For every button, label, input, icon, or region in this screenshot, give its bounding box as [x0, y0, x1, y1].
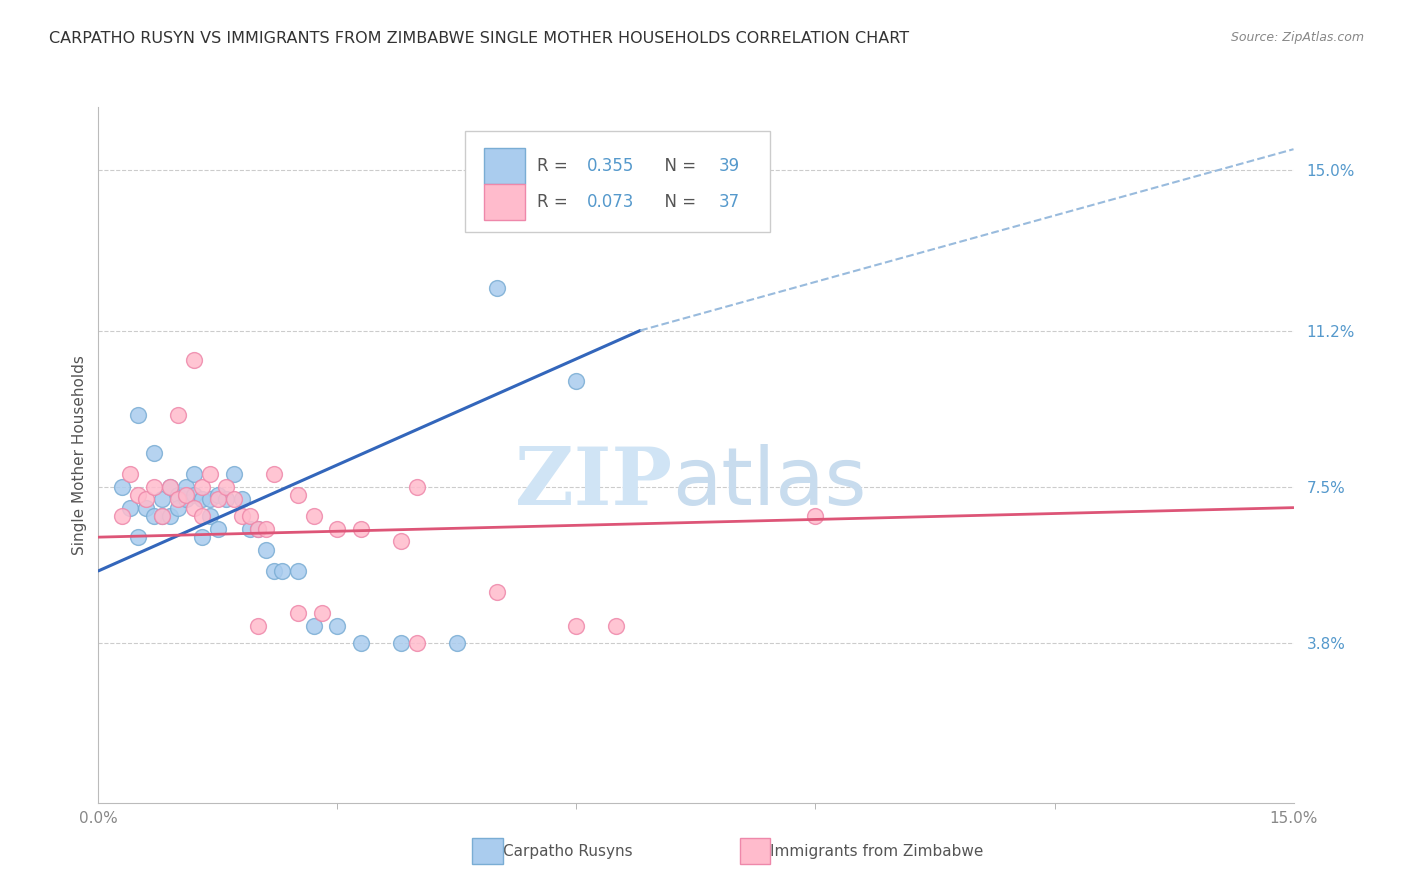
Text: R =: R = [537, 157, 574, 175]
Point [167, 408, 190, 422]
Point [287, 564, 309, 578]
Text: 0.355: 0.355 [588, 157, 634, 175]
Point [287, 488, 309, 502]
Point [120, 500, 142, 515]
Point [183, 488, 205, 502]
Point [302, 618, 325, 632]
Point [270, 564, 292, 578]
Point [111, 509, 134, 524]
FancyBboxPatch shape [485, 148, 524, 185]
Point [231, 509, 253, 524]
Point [565, 618, 588, 632]
Text: 0.073: 0.073 [588, 194, 634, 211]
Point [143, 509, 166, 524]
Point [215, 479, 238, 493]
Point [311, 606, 333, 620]
Text: Carpatho Rusyns: Carpatho Rusyns [503, 845, 633, 859]
Text: N =: N = [654, 157, 702, 175]
Point [191, 492, 214, 507]
Point [350, 522, 373, 536]
Point [143, 479, 166, 493]
FancyBboxPatch shape [465, 131, 770, 232]
Text: Immigrants from Zimbabwe: Immigrants from Zimbabwe [770, 845, 984, 859]
Point [150, 509, 173, 524]
Point [174, 488, 197, 502]
Text: CARPATHO RUSYN VS IMMIGRANTS FROM ZIMBABWE SINGLE MOTHER HOUSEHOLDS CORRELATION : CARPATHO RUSYN VS IMMIGRANTS FROM ZIMBAB… [49, 31, 910, 46]
Text: 39: 39 [718, 157, 740, 175]
Point [263, 564, 285, 578]
Point [246, 618, 269, 632]
Point [605, 618, 627, 632]
Point [207, 492, 229, 507]
Point [207, 522, 229, 536]
Point [215, 492, 238, 507]
Point [135, 500, 157, 515]
Point [174, 479, 197, 493]
Point [198, 467, 221, 481]
Point [167, 500, 190, 515]
Point [120, 467, 142, 481]
Point [239, 522, 262, 536]
Point [143, 446, 166, 460]
Point [183, 500, 205, 515]
Point [406, 479, 429, 493]
Point [159, 479, 181, 493]
Point [191, 530, 214, 544]
Text: R =: R = [537, 194, 574, 211]
Point [183, 353, 205, 368]
Point [446, 635, 468, 649]
Point [246, 522, 269, 536]
Point [135, 492, 157, 507]
Point [406, 635, 429, 649]
Point [231, 492, 253, 507]
Point [287, 606, 309, 620]
Point [183, 467, 205, 481]
Point [127, 488, 149, 502]
Point [222, 492, 245, 507]
Point [389, 635, 412, 649]
Point [254, 522, 277, 536]
Point [127, 530, 149, 544]
Point [263, 467, 285, 481]
Point [222, 467, 245, 481]
Text: 37: 37 [718, 194, 740, 211]
Point [111, 479, 134, 493]
Point [326, 522, 349, 536]
Point [804, 509, 827, 524]
Point [127, 408, 149, 422]
Point [167, 488, 190, 502]
Point [350, 635, 373, 649]
Point [191, 509, 214, 524]
Point [174, 492, 197, 507]
Point [326, 618, 349, 632]
Point [159, 479, 181, 493]
FancyBboxPatch shape [485, 185, 524, 220]
Point [239, 509, 262, 524]
Point [565, 374, 588, 388]
Text: ZIP: ZIP [515, 443, 672, 522]
Point [254, 542, 277, 557]
Point [485, 585, 508, 599]
Y-axis label: Single Mother Households: Single Mother Households [72, 355, 87, 555]
Point [389, 534, 412, 549]
Point [198, 509, 221, 524]
Point [150, 492, 173, 507]
Point [246, 522, 269, 536]
Text: Source: ZipAtlas.com: Source: ZipAtlas.com [1230, 31, 1364, 45]
Point [207, 488, 229, 502]
Point [167, 492, 190, 507]
Point [198, 492, 221, 507]
Point [159, 509, 181, 524]
Text: N =: N = [654, 194, 702, 211]
Text: atlas: atlas [672, 443, 866, 522]
Point [191, 479, 214, 493]
Point [150, 509, 173, 524]
Point [302, 509, 325, 524]
Point [485, 281, 508, 295]
